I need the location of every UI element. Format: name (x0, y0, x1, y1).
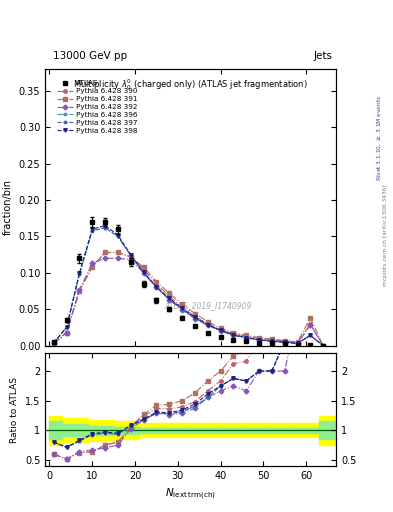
Text: 13000 GeV pp: 13000 GeV pp (53, 51, 127, 61)
Y-axis label: Ratio to ATLAS: Ratio to ATLAS (10, 377, 19, 442)
Text: Jets: Jets (313, 51, 332, 61)
Text: Multiplicity $\lambda_0^0$ (charged only) (ATLAS jet fragmentation): Multiplicity $\lambda_0^0$ (charged only… (73, 77, 308, 92)
Text: Rivet 3.1.10, $\geq$ 3.1M events: Rivet 3.1.10, $\geq$ 3.1M events (375, 95, 383, 181)
Y-axis label: fraction/bin: fraction/bin (3, 179, 13, 236)
Text: mcplots.cern.ch [arXiv:1306.3436]: mcplots.cern.ch [arXiv:1306.3436] (384, 184, 388, 286)
X-axis label: $N_{\rm lext\,trm(ch)}$: $N_{\rm lext\,trm(ch)}$ (165, 486, 216, 502)
Legend: ATLAS, Pythia 6.428 390, Pythia 6.428 391, Pythia 6.428 392, Pythia 6.428 396, P: ATLAS, Pythia 6.428 390, Pythia 6.428 39… (55, 78, 139, 136)
Text: ATLAS_2019_I1740909: ATLAS_2019_I1740909 (164, 301, 252, 310)
